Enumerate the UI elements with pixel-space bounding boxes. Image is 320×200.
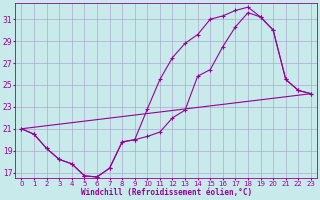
X-axis label: Windchill (Refroidissement éolien,°C): Windchill (Refroidissement éolien,°C)	[81, 188, 252, 197]
